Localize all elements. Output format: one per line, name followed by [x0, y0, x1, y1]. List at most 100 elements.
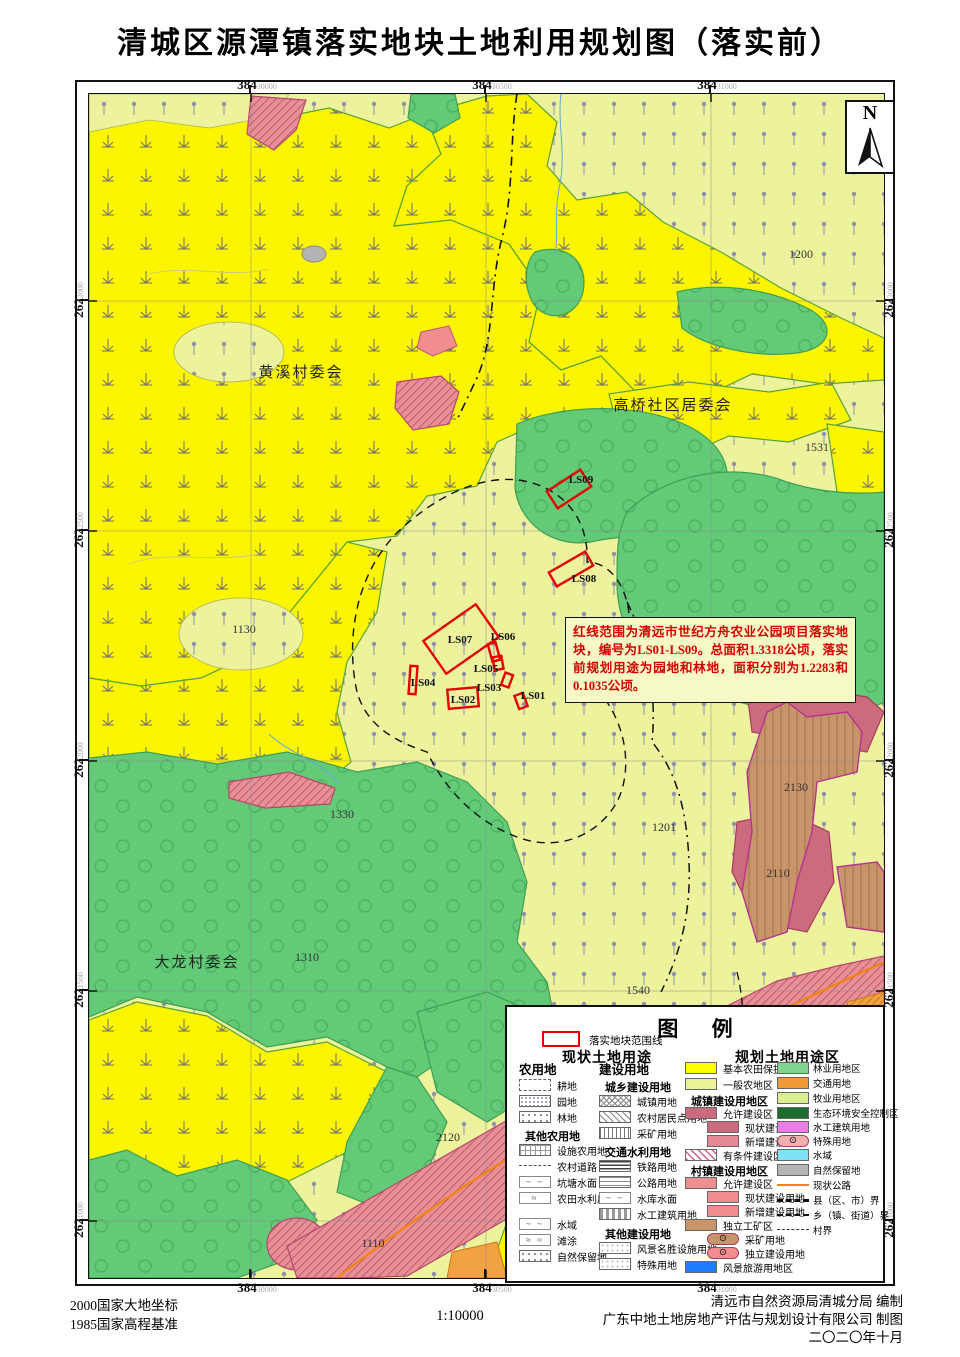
legend-swatch: ⊙: [777, 1135, 809, 1147]
legend-label: 坑塘水面: [557, 1179, 597, 1190]
plot-boundary-swatch: [542, 1031, 580, 1047]
parcel-number-label: 1200: [789, 247, 813, 261]
parcel-number-label: 2110: [766, 866, 790, 880]
legend-swatch: ⊙: [707, 1247, 739, 1259]
legend-swatch: [519, 1079, 551, 1091]
legend-section-head: 农用地: [519, 1063, 557, 1077]
grid-tick: [884, 989, 893, 991]
legend-swatch: [599, 1127, 631, 1139]
legend-section-sub: 城镇建设用地区: [691, 1096, 768, 1108]
legend-swatch: [777, 1184, 809, 1186]
legend-swatch: [777, 1107, 809, 1119]
legend-swatch: [519, 1250, 551, 1262]
village-label: 黄溪村委会: [258, 364, 343, 381]
parcel-number-label: 1130: [232, 622, 256, 636]
legend-label: 公路用地: [637, 1179, 677, 1190]
legend-label: 新增建设用地: [745, 1208, 805, 1219]
legend-label: 基本农田保护区: [723, 1065, 793, 1076]
credit-line: 二〇二〇年十月: [808, 1330, 904, 1345]
legend-label: 水域: [813, 1152, 833, 1162]
legend-swatch: [685, 1149, 717, 1161]
legend: 图 例 落实地块范围线 现状土地用途 规划土地用途区 农用地 耕地 园地 林地 其他农用…: [505, 1005, 899, 1283]
legend-label: 农村居民点用地: [637, 1114, 707, 1125]
legend-swatch: [707, 1191, 739, 1203]
legend-label: 农村道路: [557, 1163, 597, 1174]
legend-label: 铁路用地: [637, 1163, 677, 1174]
legend-label: 特殊用地: [637, 1261, 677, 1272]
grid-tick: [884, 299, 893, 301]
parcel-number-label: 1110: [361, 1236, 384, 1250]
credit-line: 广东中地土地房地产评估与规划设计有限公司 制图: [602, 1312, 903, 1327]
general-agri-islands: [89, 94, 304, 671]
legend-swatch: ~ ~: [519, 1176, 551, 1188]
legend-label: 滩涂: [557, 1237, 577, 1248]
legend-label: 林地: [557, 1114, 577, 1125]
legend-swatch: [519, 1144, 551, 1156]
legend-swatch: [519, 1111, 551, 1123]
legend-swatch: ⊙: [707, 1233, 739, 1245]
grid-label-bottom: 38431000: [697, 1280, 737, 1295]
legend-label: 村界: [813, 1227, 833, 1237]
legend-label: 牧业用地区: [813, 1095, 861, 1105]
legend-label: 独立建设用地: [745, 1250, 805, 1261]
page-title: 清城区源潭镇落实地块土地利用规划图（落实前）: [117, 27, 843, 60]
plot-id-label: LS07: [448, 634, 473, 646]
datum-note: 2000国家大地坐标 1985国家高程基准: [70, 1296, 178, 1334]
plot-id-label: LS09: [569, 474, 594, 486]
legend-swatch: [519, 1165, 551, 1166]
legend-swatch: [599, 1258, 631, 1270]
grid-tick: [484, 85, 486, 94]
legend-label: 特殊用地: [813, 1138, 852, 1148]
north-arrow-icon: [858, 127, 884, 169]
legend-label: 交通用地: [813, 1080, 852, 1090]
legend-label: 采矿用地: [745, 1236, 785, 1247]
legend-label: 耕地: [557, 1082, 577, 1093]
parcel-number-label: 1201: [652, 820, 676, 834]
legend-label: 新增建设用地: [745, 1138, 805, 1149]
legend-swatch: ≈ ≈: [519, 1234, 551, 1246]
grid-tick: [709, 85, 711, 94]
grid-tick: [884, 759, 893, 761]
legend-label: 林业用地区: [813, 1065, 861, 1075]
grid-tick: [79, 299, 88, 301]
grid-label-top: 38431000: [697, 77, 737, 92]
legend-label: 采矿用地: [637, 1130, 677, 1141]
legend-label: 现状公路: [813, 1182, 852, 1192]
north-label: N: [862, 102, 878, 124]
legend-swatch: [599, 1111, 631, 1123]
legend-swatch: [685, 1078, 717, 1090]
grid-tick: [249, 1269, 251, 1278]
legend-swatch: [777, 1164, 809, 1176]
legend-label: 城镇用地: [637, 1098, 677, 1109]
plot-id-label: LS04: [411, 677, 436, 689]
legend-swatch: ~ ~: [599, 1192, 631, 1204]
legend-swatch: [599, 1242, 631, 1254]
legend-swatch: [777, 1199, 809, 1202]
datum-line: 1985国家高程基准: [70, 1317, 178, 1332]
grid-label-bottom: 38430500: [472, 1280, 512, 1295]
legend-label: 风景旅游用地区: [723, 1264, 793, 1275]
legend-label: 现状建设用地: [745, 1124, 805, 1135]
legend-label: 自然保留地: [813, 1167, 861, 1177]
map-scale: 1:10000: [436, 1308, 484, 1324]
legend-label: 水工建筑用地: [637, 1211, 697, 1222]
legend-swatch: [707, 1205, 739, 1217]
grid-label-top: 38430000: [237, 77, 277, 92]
legend-swatch: [777, 1077, 809, 1089]
parcel-number-label: 1540: [626, 983, 650, 997]
grid-label-top: 38430500: [472, 77, 512, 92]
legend-section-sub: 交通水利用地: [605, 1147, 671, 1159]
legend-label: 园地: [557, 1098, 577, 1109]
legend-swatch: [685, 1177, 717, 1189]
legend-header-planned: 规划土地用途区: [735, 1051, 840, 1066]
legend-label: 乡（镇、街道）界: [813, 1212, 890, 1222]
legend-section-sub: 其他建设用地: [605, 1229, 671, 1241]
datum-line: 2000国家大地坐标: [70, 1298, 178, 1313]
legend-section-sub: 村镇建设用地区: [691, 1166, 768, 1178]
legend-section-sub: 其他农用地: [525, 1131, 580, 1143]
legend-label: 自然保留地: [557, 1253, 607, 1264]
legend-label: 县（区、市）界: [813, 1197, 880, 1207]
legend-label: 水域: [557, 1221, 577, 1232]
